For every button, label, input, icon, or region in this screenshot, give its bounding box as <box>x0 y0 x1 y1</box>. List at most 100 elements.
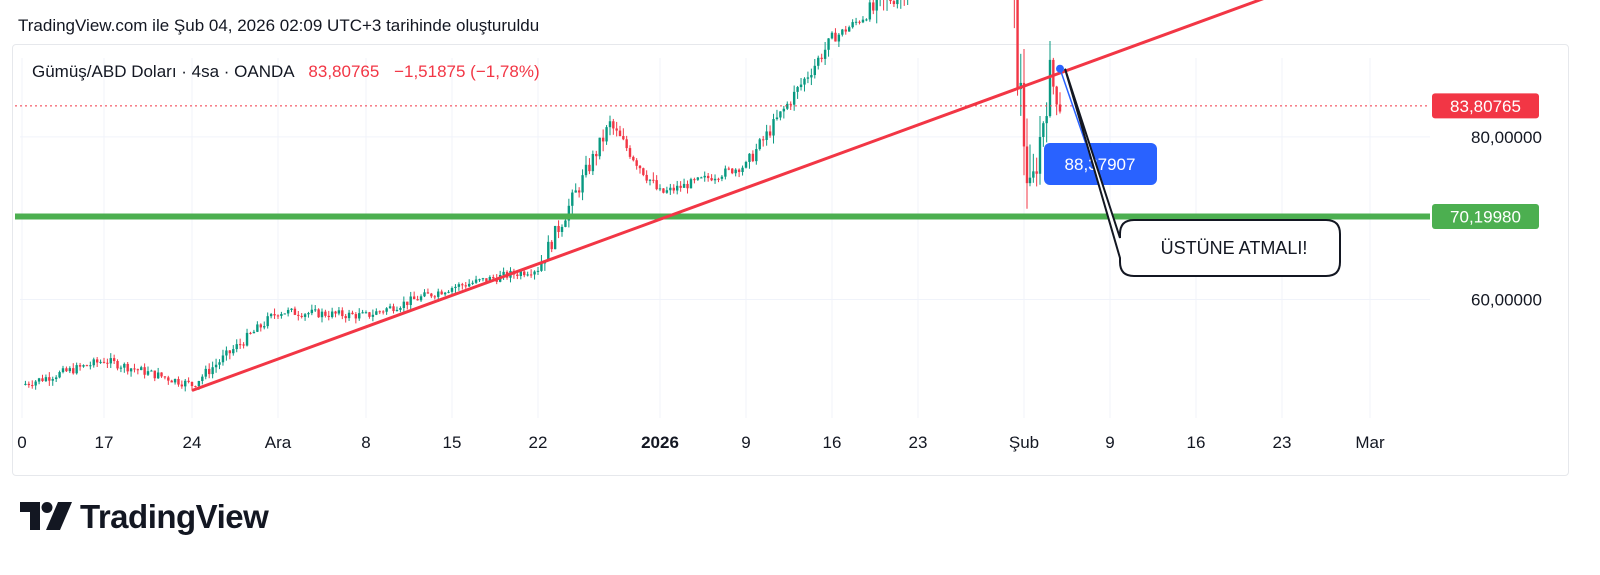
x-tick-label: 9 <box>1105 433 1114 452</box>
candle-body <box>290 308 293 310</box>
candle-body <box>269 314 273 317</box>
candle-body <box>693 179 696 181</box>
candle-body <box>163 376 167 378</box>
candle-body <box>612 121 615 129</box>
candle-body <box>361 312 364 314</box>
candle-body <box>872 2 875 11</box>
candle-body <box>218 362 221 365</box>
candle-body <box>703 175 706 178</box>
x-tick-label: 23 <box>909 433 928 452</box>
candle-body <box>416 299 419 301</box>
candle-body <box>478 279 481 281</box>
candle-body <box>755 149 758 162</box>
candle-body <box>293 308 297 315</box>
candle-body <box>72 368 75 374</box>
candle-body <box>180 384 184 387</box>
candle-body <box>810 75 813 78</box>
candle-body <box>160 372 163 377</box>
candle-body <box>82 365 85 367</box>
candle-body <box>748 153 751 162</box>
candle-body <box>1042 123 1045 137</box>
candle-body <box>865 19 868 21</box>
candle-body <box>41 378 44 382</box>
candle-body <box>454 286 457 289</box>
candle-body <box>221 355 225 363</box>
candle-body <box>351 312 354 315</box>
candle-body <box>658 188 662 190</box>
candle-body <box>669 187 672 191</box>
candle-body <box>744 161 748 168</box>
candle-body <box>628 148 632 157</box>
candle-body <box>502 271 505 275</box>
candle-body <box>574 190 577 193</box>
candle-body <box>762 139 765 141</box>
candle-body <box>358 313 361 319</box>
candle-body <box>129 368 133 372</box>
candle-body <box>419 296 423 301</box>
candle-body <box>672 187 675 191</box>
candle-body <box>184 380 187 387</box>
candle-body <box>187 380 190 382</box>
candle-body <box>280 314 283 316</box>
candle-body <box>758 139 761 150</box>
candle-body <box>567 205 571 221</box>
candle-body <box>440 291 443 295</box>
candle-body <box>682 183 686 188</box>
candle-body <box>577 190 581 193</box>
candle-body <box>354 314 358 319</box>
candle-body <box>211 367 214 375</box>
candle-body <box>638 165 642 169</box>
candle-body <box>854 21 858 23</box>
candle-body <box>307 313 310 315</box>
candle-body <box>896 0 899 5</box>
candle-body <box>806 77 810 79</box>
candle-body <box>817 57 820 66</box>
candle-body <box>317 309 320 318</box>
candle-body <box>1035 171 1038 174</box>
y-tick-label: 60,00000 <box>1471 290 1542 309</box>
candle-body <box>437 291 440 297</box>
candle-body <box>297 314 300 316</box>
candle-body <box>519 271 522 276</box>
candle-body <box>779 111 782 118</box>
candle-body <box>474 279 478 283</box>
candle-body <box>140 367 143 371</box>
candle-body <box>99 361 102 363</box>
grid <box>20 58 1430 418</box>
candle-body <box>388 306 392 309</box>
tradingview-logo[interactable]: TradingView <box>20 498 269 536</box>
candle-body <box>382 311 385 313</box>
candle-body <box>786 103 789 109</box>
x-tick-label: 15 <box>443 433 462 452</box>
candle-body <box>259 324 262 328</box>
candle-body <box>447 291 450 293</box>
candle-body <box>430 293 433 297</box>
x-tick-label: 17 <box>95 433 114 452</box>
candle-body <box>423 292 426 297</box>
candle-body <box>58 372 61 378</box>
candle-body <box>564 220 567 227</box>
symbol-name[interactable]: Gümüş/ABD Doları · 4sa · OANDA <box>32 62 294 81</box>
candle-body <box>78 365 82 367</box>
candle-body <box>24 383 27 385</box>
candle-body <box>686 183 689 189</box>
candle-body <box>792 91 796 105</box>
x-tick-label: 22 <box>529 433 548 452</box>
candle-body <box>314 309 317 311</box>
support-price-tag <box>1432 204 1539 230</box>
candle-body <box>768 131 772 136</box>
candle-body <box>696 177 700 180</box>
candle-body <box>364 312 368 314</box>
candle-body <box>249 332 252 334</box>
symbol-legend: Gümüş/ABD Doları · 4sa · OANDA 83,80765 … <box>32 62 540 82</box>
annotation-text: ÜSTÜNE ATMALI! <box>1161 238 1308 258</box>
x-tick-label: 8 <box>361 433 370 452</box>
chart-caption: TradingView.com ile Şub 04, 2026 02:09 U… <box>18 16 540 35</box>
candle-body <box>450 288 454 292</box>
candle-body <box>772 119 775 136</box>
candle-body <box>402 301 406 308</box>
candle-body <box>75 365 78 374</box>
candle-body <box>225 350 228 356</box>
candle-body <box>330 311 334 318</box>
